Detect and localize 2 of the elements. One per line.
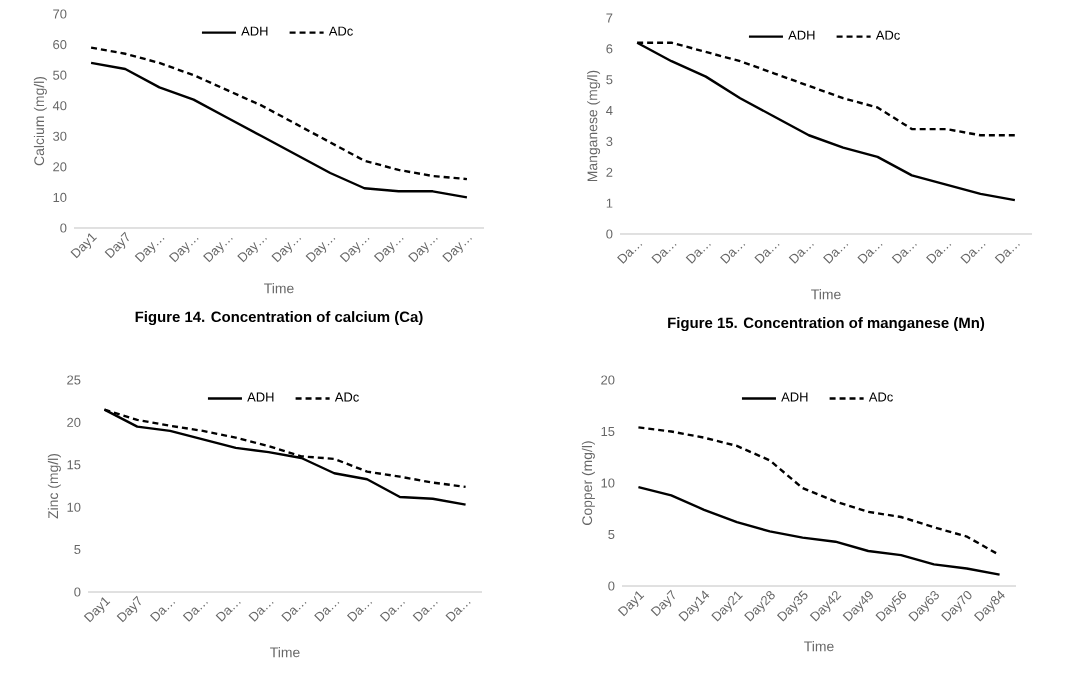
line-series	[637, 485, 1001, 576]
line-series	[637, 426, 1001, 557]
